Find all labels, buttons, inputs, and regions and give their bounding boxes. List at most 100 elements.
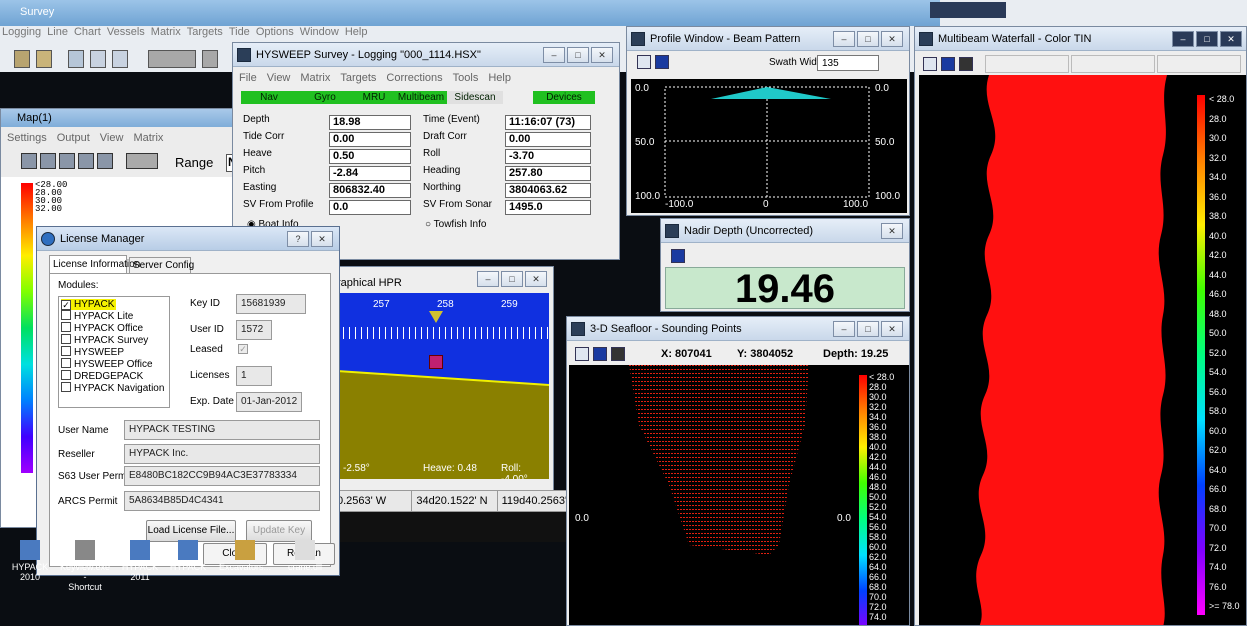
seafloor-colorbar [859,375,867,625]
toolbar-icon-5[interactable] [112,50,128,68]
desktop-icon-hypack[interactable]: HYPACK [168,540,208,600]
seafloor-axis-right: 0.0 [837,513,851,524]
help-button[interactable]: ? [287,231,309,247]
layer-icon[interactable] [126,153,158,169]
desktop-icon-hypack-2010[interactable]: HYPACK 2010 [10,540,50,600]
tab-server-config[interactable]: Server Config [129,257,194,273]
close-button[interactable]: ✕ [881,321,903,337]
toolbar-icon-2[interactable] [36,50,52,68]
module-hypack-navigation[interactable]: HYPACK Navigation [61,382,167,394]
waterfall-tool-icon-2[interactable] [941,57,955,71]
toolbar-icon-7[interactable] [202,50,218,68]
menu-tide[interactable]: Tide [228,26,250,38]
desktop-icon-crane-dll[interactable]: crane.dll [282,540,328,600]
profile-tool-icon-1[interactable] [637,55,651,69]
minimize-button[interactable]: – [543,47,565,63]
close-button[interactable]: ✕ [591,47,613,63]
map-title: Map(1) [17,112,52,124]
heading-pointer-icon [429,311,443,323]
pan-icon[interactable] [78,153,94,169]
seafloor-tool-icon-3[interactable] [611,347,625,361]
depth-label: Depth [243,114,270,125]
hysweep-menu-targets[interactable]: Targets [340,72,377,84]
swath-width-input[interactable]: 135 [817,55,879,71]
boat-info-radio[interactable]: ◉ Boat Info [247,219,299,230]
close-button[interactable]: ✕ [1220,31,1242,47]
maximize-button[interactable]: □ [857,31,879,47]
toolbar-icon-6[interactable] [148,50,196,68]
license-manager-dialog: License Manager ? ✕ License Information S… [36,226,340,576]
minimize-button[interactable]: – [833,31,855,47]
heading-label: Heading [423,165,461,176]
colorbar-label: 72.0 [869,602,887,612]
close-button[interactable]: ✕ [881,31,903,47]
hysweep-menu-view[interactable]: View [266,72,291,84]
easting-label: Easting [243,182,277,193]
license-titlebar: License Manager ? ✕ [37,227,339,251]
zoom-tool-icon[interactable] [21,153,37,169]
minimize-button[interactable]: – [833,321,855,337]
waterfall-tool-icon-1[interactable] [923,57,937,71]
hysweep-menu-corrections[interactable]: Corrections [386,72,443,84]
zoom-in-icon[interactable] [40,153,56,169]
module-hypack-survey[interactable]: HYPACK Survey [61,334,167,346]
module-hysweep-office[interactable]: HYSWEEP Office [61,358,167,370]
tab-license-information[interactable]: License Information [49,255,140,273]
map-menu-settings[interactable]: Settings [7,132,47,144]
module-hypack[interactable]: ✓ HYPACK [61,299,117,310]
towfish-info-radio[interactable]: ○ Towfish Info [425,219,487,230]
maximize-button[interactable]: □ [1196,31,1218,47]
toolbar-icon-1[interactable] [14,50,30,68]
menu-logging[interactable]: Logging [2,26,42,38]
user-id-label: User ID [190,324,224,335]
swath-width-label: Swath Width [769,57,826,68]
map-menu-view[interactable]: View [99,132,124,144]
toolbar-icon-4[interactable] [90,50,106,68]
close-button[interactable]: ✕ [881,223,903,239]
module-hypack-lite[interactable]: HYPACK Lite [61,310,167,322]
maximize-button[interactable]: □ [857,321,879,337]
waterfall-canvas[interactable]: < 28.0 28.0 30.0 32.0 34.0 36.0 38.0 40.0 42.0 44… [919,75,1246,625]
close-button[interactable]: ✕ [525,271,547,287]
seafloor-canvas[interactable]: 0.0 0.0 < 28.0 28.0 30.0 32.0 34.0 36.0 38.0 40… [569,365,909,625]
hysweep-menu-matrix[interactable]: Matrix [300,72,331,84]
module-hypack-office[interactable]: HYPACK Office [61,322,167,334]
menu-window[interactable]: Window [299,26,339,38]
menu-matrix[interactable]: Matrix [150,26,181,38]
checkbox-icon [61,382,71,392]
update-key-button[interactable]: Update Key [246,520,312,542]
menu-help[interactable]: Help [344,26,368,38]
profile-tool-icon-2[interactable] [655,55,669,69]
seafloor-tool-icon-1[interactable] [575,347,589,361]
module-dredgepack[interactable]: DREDGEPACK [61,370,167,382]
minimize-button[interactable]: – [477,271,499,287]
zoom-out-icon[interactable] [59,153,75,169]
seafloor-tool-icon-2[interactable] [593,347,607,361]
maximize-button[interactable]: □ [501,271,523,287]
waterfall-tool-icon-3[interactable] [959,57,973,71]
menu-line[interactable]: Line [47,26,68,38]
module-hysweep[interactable]: HYSWEEP [61,346,167,358]
hysweep-menu-help[interactable]: Help [488,72,511,84]
map-menu-matrix[interactable]: Matrix [133,132,164,144]
tide-corr-field: 0.00 [329,132,411,147]
menu-vessels[interactable]: Vessels [106,26,145,38]
map-menu-output[interactable]: Output [56,132,90,144]
extent-icon[interactable] [97,153,113,169]
seafloor-title: 3-D Seafloor - Sounding Points [590,322,742,335]
waterfall-window: Multibeam Waterfall - Color TIN – □ ✕ < 28… [914,26,1247,626]
desktop-icon-excavators[interactable]: Excavators... [216,540,274,600]
desktop-icon-keyview[interactable]: Keyview.exe - Shortcut [58,540,112,600]
menu-options[interactable]: Options [255,26,294,38]
hysweep-menu-tools[interactable]: Tools [452,72,479,84]
hysweep-menu-file[interactable]: File [239,72,257,84]
minimize-button[interactable]: – [1172,31,1194,47]
menu-chart[interactable]: Chart [73,26,101,38]
close-button[interactable]: ✕ [311,231,333,247]
load-license-button[interactable]: Load License File... [146,520,236,542]
maximize-button[interactable]: □ [567,47,589,63]
toolbar-icon-3[interactable] [68,50,84,68]
nadir-tool-icon[interactable] [671,249,685,263]
menu-targets[interactable]: Targets [186,26,223,38]
desktop-icon-hypack-2011[interactable]: HYPACK 2011 [120,540,160,600]
